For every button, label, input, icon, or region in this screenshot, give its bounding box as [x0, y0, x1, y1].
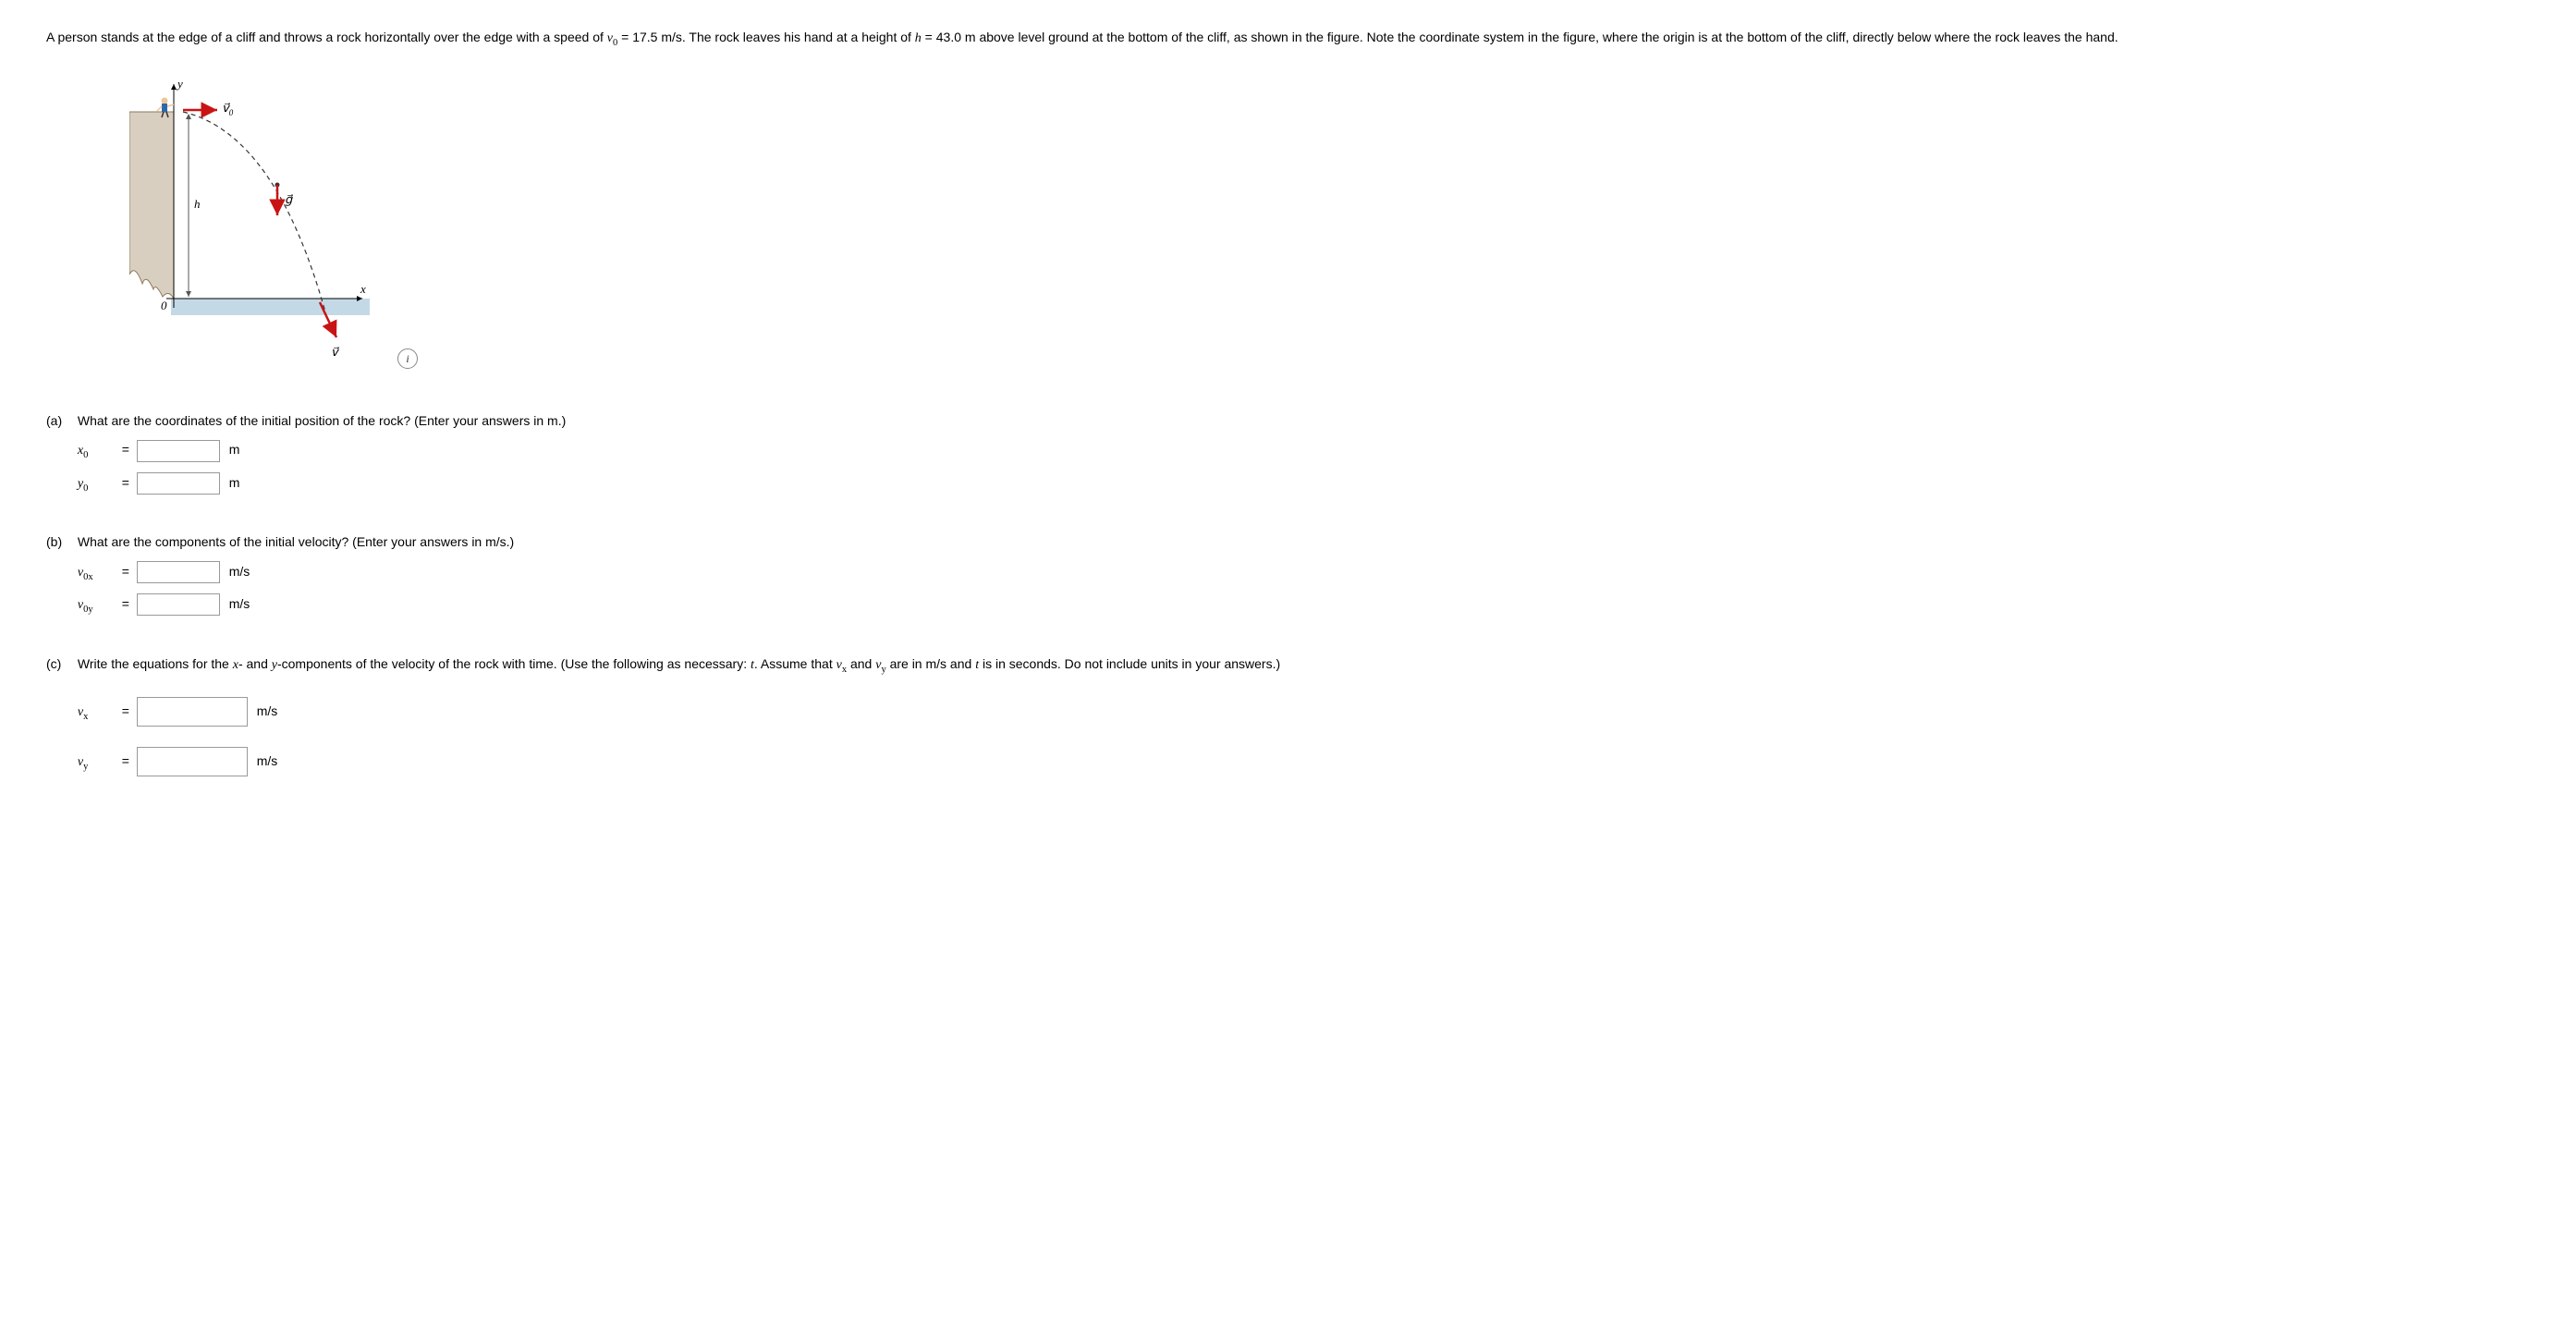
height-label: h: [194, 197, 201, 211]
figure-info-icon[interactable]: i: [397, 348, 418, 369]
vx-unit: m/s: [257, 703, 278, 718]
part-c: (c) Write the equations for the x- and y…: [46, 654, 2530, 777]
y0-sub: 0: [83, 483, 88, 493]
figure-container: y x 0 h v⃗0 g⃗ v⃗ i: [129, 79, 2530, 374]
v0y-input[interactable]: [137, 593, 220, 616]
c-mid1: - and: [238, 656, 272, 671]
equals: =: [122, 475, 129, 490]
h-label: h: [915, 29, 922, 48]
c-mid5: is in seconds. Do not include units in y…: [979, 656, 1280, 671]
x0-input[interactable]: [137, 440, 220, 462]
g-arrow-group: g⃗: [275, 182, 294, 215]
part-a: (a) What are the coordinates of the init…: [46, 411, 2530, 496]
ground-band: [171, 299, 370, 315]
x-axis-label: x: [360, 282, 366, 296]
part-a-label: (a): [46, 411, 74, 431]
c-mid3: . Assume that: [754, 656, 836, 671]
v0-figure-label: v⃗0: [222, 101, 234, 117]
origin-label: 0: [161, 299, 167, 312]
v0x-unit: m/s: [229, 564, 250, 579]
x0-unit: m: [229, 442, 240, 457]
y0-input[interactable]: [137, 472, 220, 495]
vy-unit: m/s: [257, 753, 278, 768]
vy-sub: y: [83, 762, 88, 772]
g-label: g⃗: [285, 192, 293, 206]
part-a-prompt: What are the coordinates of the initial …: [78, 411, 2524, 431]
v0x-input[interactable]: [137, 561, 220, 583]
part-b-prompt: What are the components of the initial v…: [78, 532, 2524, 552]
equals: =: [122, 596, 129, 611]
v0-value: = 17.5 m/s. The rock leaves his hand at …: [617, 30, 915, 44]
part-b: (b) What are the components of the initi…: [46, 532, 2530, 617]
equals: =: [122, 442, 129, 457]
x0-sub: 0: [83, 450, 88, 460]
c-mid4: are in m/s and: [886, 656, 976, 671]
h-value: = 43.0 m above level ground at the botto…: [922, 30, 2118, 44]
vx-input[interactable]: [137, 697, 248, 727]
equals: =: [122, 703, 129, 718]
v0x-sub: 0x: [83, 572, 93, 582]
v-label: v⃗: [331, 345, 340, 359]
part-b-label: (b): [46, 532, 74, 552]
c-pre: Write the equations for the: [78, 656, 233, 671]
c-mid2: -components of the velocity of the rock …: [277, 656, 751, 671]
vx-sub: x: [83, 712, 88, 722]
trajectory: [183, 112, 327, 319]
problem-statement: A person stands at the edge of a cliff a…: [46, 28, 2530, 51]
y-axis-label: y: [176, 79, 183, 91]
cliff: [129, 112, 174, 299]
vy-input[interactable]: [137, 747, 248, 776]
problem-pre: A person stands at the edge of a cliff a…: [46, 30, 607, 44]
equals: =: [122, 564, 129, 579]
part-c-prompt: Write the equations for the x- and y-com…: [78, 654, 2524, 678]
y0-unit: m: [229, 475, 240, 490]
part-c-label: (c): [46, 654, 74, 674]
v0y-unit: m/s: [229, 596, 250, 611]
projectile-figure: y x 0 h v⃗0 g⃗ v⃗: [129, 79, 370, 374]
c-and: and: [847, 656, 875, 671]
equals: =: [122, 753, 129, 768]
v0y-sub: 0y: [83, 605, 93, 615]
